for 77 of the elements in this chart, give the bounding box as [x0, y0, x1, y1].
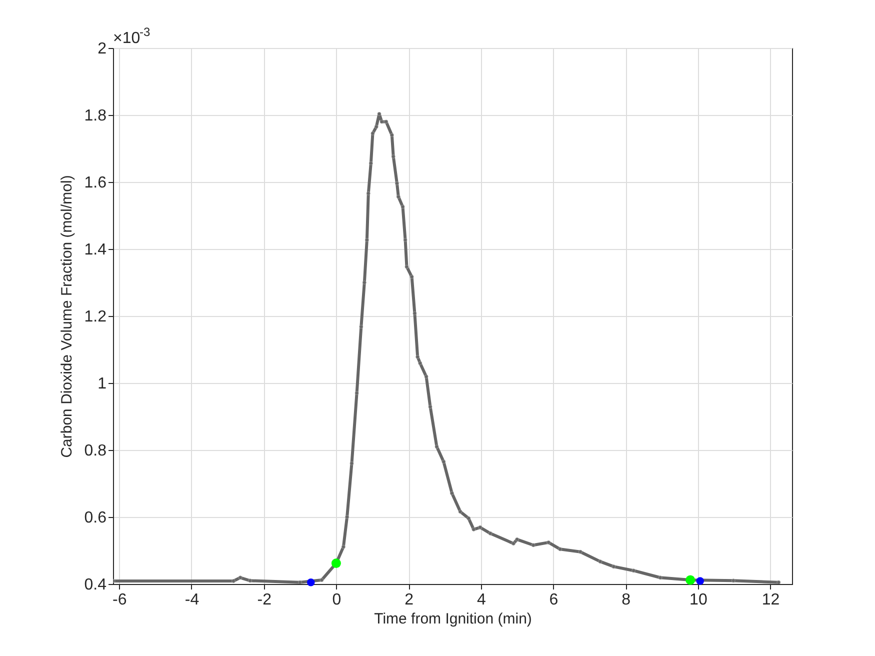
- point: [478, 525, 482, 530]
- point: [612, 564, 616, 569]
- point: [776, 580, 781, 584]
- point: [531, 543, 536, 548]
- y-tick-label: 0.6: [84, 510, 107, 526]
- y-tick-label: 0.8: [84, 442, 107, 460]
- point: [410, 274, 414, 279]
- point: [362, 280, 366, 284]
- y-tick-label: 1.4: [84, 242, 107, 258]
- point: [380, 120, 384, 124]
- point: [394, 181, 399, 186]
- point: [359, 324, 364, 329]
- point: [632, 568, 636, 573]
- point: [418, 361, 422, 366]
- point: [320, 578, 324, 582]
- point: [412, 311, 417, 316]
- point: [238, 576, 242, 580]
- point: [307, 578, 315, 586]
- y-tick-label: 2: [98, 40, 107, 58]
- point: [396, 194, 400, 199]
- point: [390, 133, 394, 138]
- point: [686, 575, 696, 585]
- point: [598, 560, 602, 564]
- point: [231, 579, 236, 583]
- point: [472, 527, 476, 532]
- x-tick-label: -4: [184, 592, 200, 608]
- point: [578, 550, 582, 554]
- point: [450, 491, 454, 496]
- y-tick-label: 1.8: [84, 108, 107, 124]
- x-tick-label: 4: [476, 592, 486, 608]
- point: [558, 547, 562, 552]
- point: [341, 544, 346, 549]
- point: [466, 516, 471, 520]
- point: [248, 578, 252, 583]
- point: [442, 460, 446, 464]
- point: [488, 531, 492, 536]
- point: [364, 238, 369, 242]
- x-tick-label: 0: [332, 592, 342, 608]
- x-tick-label: 12: [762, 592, 780, 608]
- point: [298, 580, 302, 584]
- point: [350, 461, 354, 466]
- point: [458, 510, 462, 514]
- point: [366, 191, 370, 196]
- x-tick-label: 2: [404, 592, 414, 608]
- point: [374, 124, 378, 129]
- point: [370, 131, 375, 136]
- point: [354, 391, 359, 396]
- point: [434, 444, 439, 449]
- point: [416, 354, 420, 359]
- x-tick-label: -2: [257, 592, 272, 608]
- point: [331, 558, 341, 568]
- point: [345, 515, 350, 519]
- point: [511, 541, 516, 546]
- point: [515, 537, 520, 542]
- point: [658, 576, 662, 580]
- point: [368, 161, 373, 166]
- point: [377, 112, 382, 116]
- x-tick-label: 10: [690, 592, 708, 608]
- point: [424, 374, 428, 379]
- x-axis-title: Time from Ignition (min): [374, 610, 532, 628]
- y-tick-label: 1.6: [84, 174, 107, 192]
- y-axis-title: Carbon Dioxide Volume Fraction (mol/mol): [58, 175, 76, 458]
- point: [428, 404, 432, 409]
- point: [731, 578, 736, 583]
- x-tick-label: -6: [112, 592, 127, 608]
- point: [696, 577, 704, 585]
- x-tick-label: 6: [549, 592, 558, 608]
- point: [384, 120, 388, 124]
- y-tick-label: 0.4: [84, 576, 107, 594]
- y-tick-label: 1: [98, 376, 107, 392]
- y-tick-label: 1.2: [84, 308, 107, 326]
- point: [404, 264, 409, 269]
- point: [546, 540, 551, 544]
- point: [403, 238, 408, 242]
- point: [391, 154, 396, 159]
- x-tick-label: 8: [622, 592, 631, 608]
- point: [400, 204, 405, 209]
